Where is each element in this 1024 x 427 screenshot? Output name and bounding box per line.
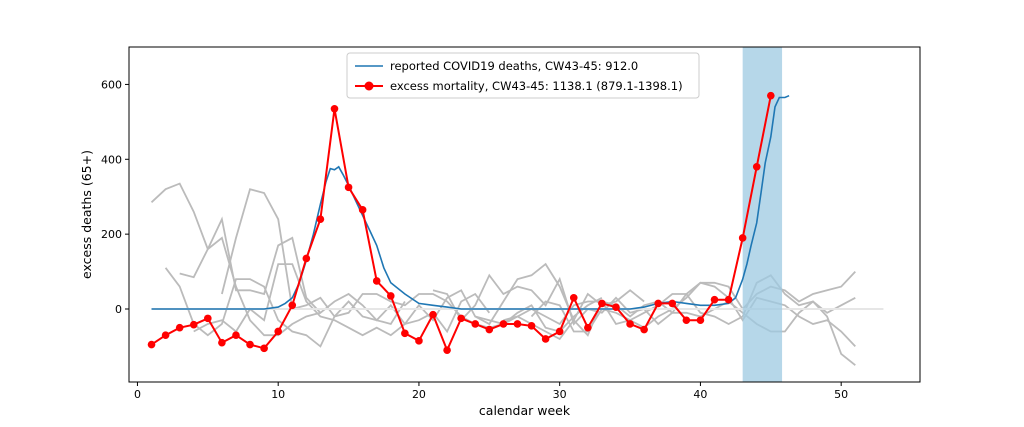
background-line-8 xyxy=(503,274,856,326)
reported-series-layer xyxy=(151,94,790,310)
background-line-2 xyxy=(164,267,406,348)
excess-mortality-point xyxy=(457,314,465,323)
excess-mortality-point xyxy=(767,91,775,100)
excess-mortality-point xyxy=(696,316,705,325)
excess-mortality-point xyxy=(555,327,564,336)
excess-mortality-point xyxy=(330,104,339,113)
excess-mortality-point xyxy=(189,320,198,329)
legend: reported COVID19 deaths, CW43-45: 912.0 … xyxy=(346,52,700,99)
excess-mortality-point xyxy=(640,325,648,334)
reported-deaths-line xyxy=(151,94,790,310)
background-line-1 xyxy=(150,182,321,337)
excess-mortality-point xyxy=(499,320,508,328)
y-axis-label: excess deaths (65+) xyxy=(79,150,94,279)
legend-excess-label: excess mortality, CW43-45: 1138.1 (879.1… xyxy=(390,79,683,93)
excess-mortality-point xyxy=(569,293,578,302)
excess-mortality-point xyxy=(302,254,311,263)
background-line-6 xyxy=(432,273,856,348)
excess-mortality-point xyxy=(710,295,719,304)
excess-mortality-point xyxy=(288,301,297,310)
excess-mortality-point xyxy=(584,323,592,332)
background-line-7 xyxy=(474,262,856,366)
excess-mortality-point xyxy=(598,299,606,308)
x-tick-label: 10 xyxy=(271,388,285,401)
excess-mortality-point xyxy=(316,215,325,223)
legend-reported-label: reported COVID19 deaths, CW43-45: 912.0 xyxy=(390,59,638,73)
excess-mortality-point xyxy=(541,335,550,343)
excess-mortality-point xyxy=(654,299,663,308)
plot-frame xyxy=(128,46,921,383)
excess-mortality-point xyxy=(147,340,156,349)
highlight-span-layer xyxy=(742,47,783,382)
excess-mortality-point xyxy=(471,320,480,328)
excess-mortality-point xyxy=(612,303,620,311)
x-axis-label: calendar week xyxy=(479,403,571,418)
excess-mortality-point xyxy=(358,206,367,214)
x-tick-label: 30 xyxy=(553,388,567,401)
excess-mortality-point xyxy=(232,331,240,340)
excess-mortality-point xyxy=(161,331,170,340)
excess-mortality-point xyxy=(246,340,254,349)
legend-excess-marker xyxy=(364,81,374,91)
y-tick-label: 200 xyxy=(101,228,122,241)
y-tick-label: 400 xyxy=(101,153,122,166)
excess-mortality-point xyxy=(415,337,423,345)
background-line-9 xyxy=(530,270,856,333)
excess-mortality-point xyxy=(386,292,395,300)
excess-mortality-point xyxy=(668,299,677,308)
excess-mortality-point xyxy=(372,277,381,285)
excess-series-layer xyxy=(147,91,775,354)
excess-mortality-point xyxy=(443,346,451,354)
x-tick-label: 50 xyxy=(834,388,848,401)
y-tick-label: 0 xyxy=(115,303,122,316)
x-tick-label: 40 xyxy=(693,388,707,401)
excess-mortality-point xyxy=(429,310,437,319)
excess-mortality-point xyxy=(682,316,691,325)
excess-mortality-point xyxy=(344,183,353,192)
excess-mortality-point xyxy=(401,329,409,338)
legend-box xyxy=(346,52,700,99)
excess-mortality-point xyxy=(626,320,634,328)
excess-mortality-point xyxy=(738,234,747,242)
excess-mortality-point xyxy=(527,322,536,330)
excess-mortality-point xyxy=(485,325,494,334)
ticks-layer: 0 10 20 30 40 50 0 200 400 600 xyxy=(101,78,848,401)
background-line-3 xyxy=(179,216,491,334)
excess-mortality-point xyxy=(218,338,226,347)
highlight-span xyxy=(742,47,783,382)
excess-mortality-point xyxy=(752,162,761,171)
x-tick-label: 20 xyxy=(412,388,426,401)
excess-mortality-point xyxy=(274,327,282,336)
excess-mortality-point xyxy=(175,323,184,332)
y-tick-label: 600 xyxy=(101,78,122,91)
x-tick-label: 0 xyxy=(134,388,141,401)
excess-mortality-point xyxy=(260,344,268,353)
excess-mortality-point xyxy=(724,295,733,304)
excess-mortality-point xyxy=(204,314,212,323)
excess-mortality-point xyxy=(513,320,522,328)
